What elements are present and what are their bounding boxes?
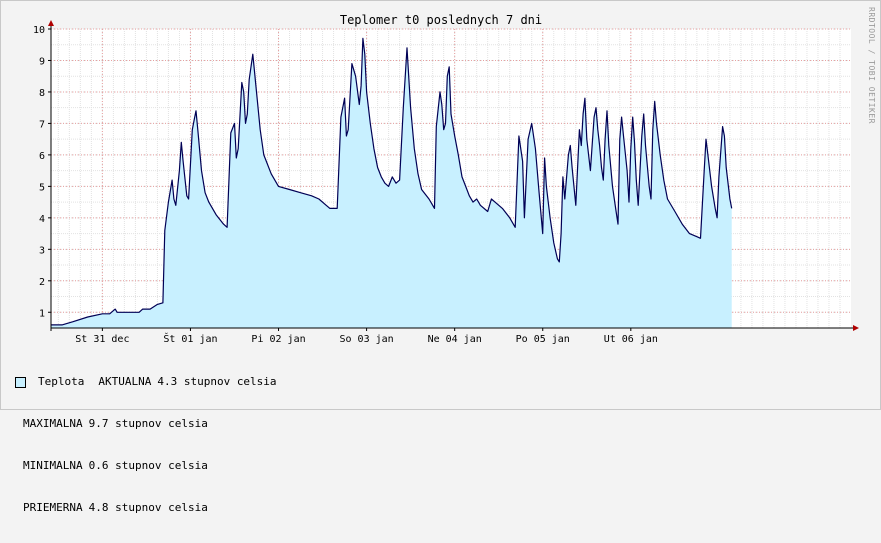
stat-label: MINIMALNA bbox=[23, 459, 83, 472]
x-axis-arrow bbox=[853, 325, 859, 331]
x-tick-label: So 03 jan bbox=[340, 334, 394, 345]
x-tick-label: Pi 02 jan bbox=[251, 334, 305, 345]
chart-title: Teplomer t0 poslednych 7 dni bbox=[340, 13, 542, 27]
legend-current-value: 4.3 stupnov celsia bbox=[157, 375, 277, 388]
stat-value: 9.7 stupnov celsia bbox=[88, 417, 208, 430]
y-tick-label: 2 bbox=[39, 277, 45, 288]
legend: Teplota AKTUALNA 4.3 stupnov celsia MAXIMA… bbox=[15, 347, 277, 543]
stat-value: 0.6 stupnov celsia bbox=[88, 459, 208, 472]
legend-stat-avg: PRIEMERNA 4.8 stupnov celsia bbox=[15, 501, 277, 515]
legend-series-row: Teplota AKTUALNA 4.3 stupnov celsia bbox=[15, 375, 277, 389]
y-tick-label: 1 bbox=[39, 308, 45, 319]
legend-swatch bbox=[15, 376, 26, 388]
stat-label: MAXIMALNA bbox=[23, 417, 83, 430]
y-tick-label: 5 bbox=[39, 182, 45, 193]
y-tick-label: 6 bbox=[39, 151, 45, 162]
legend-stat-max: MAXIMALNA 9.7 stupnov celsia bbox=[15, 417, 277, 431]
x-tick-label: Ut 06 jan bbox=[604, 334, 658, 345]
y-tick-label: 3 bbox=[39, 245, 45, 256]
x-tick-label: Št 01 jan bbox=[163, 332, 217, 345]
y-axis-arrow bbox=[48, 20, 54, 26]
temperature-chart: 1 2 3 4 5 6 7 8 9 10 St 31 dec Št 01 jan Pi 02 jan So… bbox=[33, 7, 876, 345]
y-tick-label: 9 bbox=[39, 56, 45, 67]
data-area bbox=[51, 37, 733, 329]
watermark: RRDTOOL / TOBI OETIKER bbox=[867, 7, 876, 124]
series-line bbox=[51, 37, 733, 326]
x-tick-label: St 31 dec bbox=[75, 334, 129, 345]
series-area bbox=[51, 38, 732, 329]
legend-stat-min: MINIMALNA 0.6 stupnov celsia bbox=[15, 459, 277, 473]
y-tick-label: 7 bbox=[39, 119, 45, 130]
stat-label: PRIEMERNA bbox=[23, 501, 83, 514]
stat-value: 4.8 stupnov celsia bbox=[88, 501, 208, 514]
y-tick-label: 8 bbox=[39, 88, 45, 99]
x-tick-label: Po 05 jan bbox=[516, 334, 570, 345]
x-tick-label: Ne 04 jan bbox=[428, 334, 482, 345]
legend-current-label: AKTUALNA bbox=[98, 375, 152, 388]
axes bbox=[48, 20, 859, 331]
tick-labels: 1 2 3 4 5 6 7 8 9 10 St 31 dec Št 01 jan Pi 02 jan So… bbox=[33, 25, 658, 345]
y-tick-label: 4 bbox=[39, 214, 45, 225]
legend-series-name: Teplota bbox=[38, 375, 85, 388]
y-tick-label: 10 bbox=[33, 25, 45, 36]
chart-window: 1 2 3 4 5 6 7 8 9 10 St 31 dec Št 01 jan Pi 02 jan So… bbox=[0, 0, 881, 514]
